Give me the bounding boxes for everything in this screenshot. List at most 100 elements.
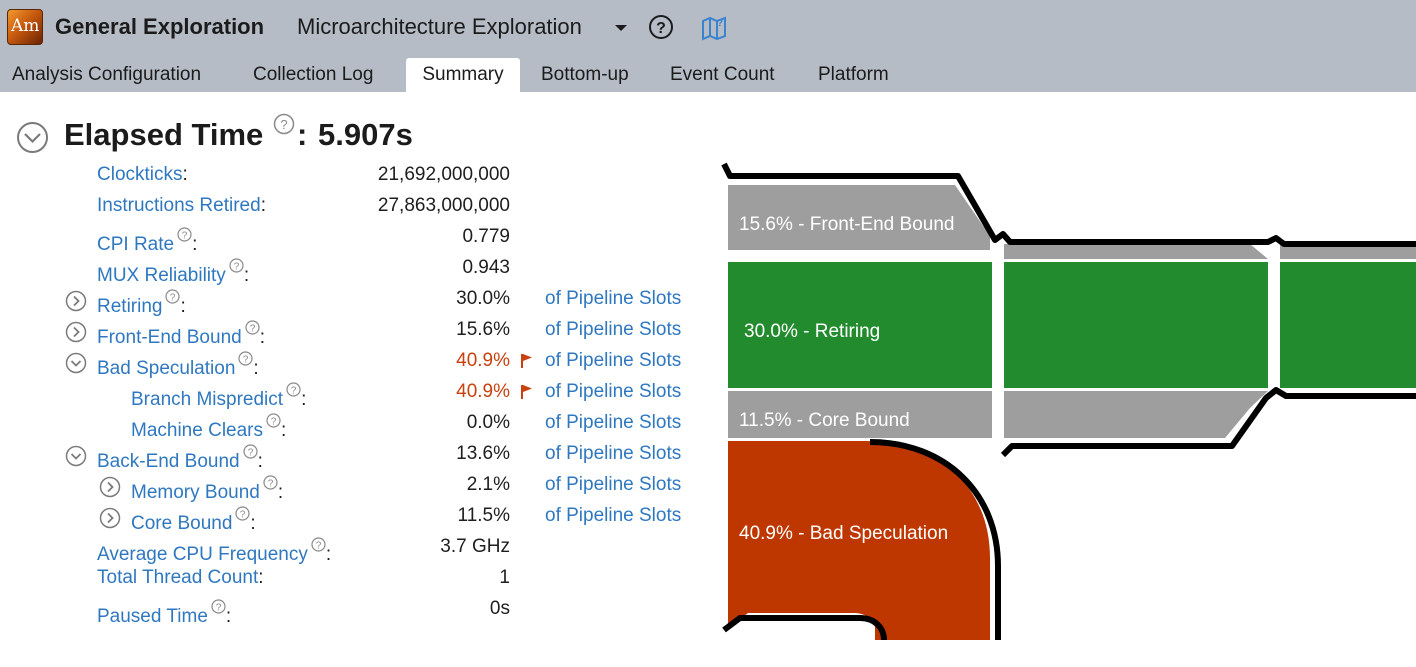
metric-row-back-end-bound: Back-End Bound?: 13.6% of Pipeline Slots bbox=[0, 439, 710, 473]
metric-label-retiring[interactable]: Retiring?: bbox=[97, 288, 186, 318]
bad-speculation-region[interactable] bbox=[728, 441, 990, 640]
svg-text:?: ? bbox=[247, 447, 253, 458]
retiring-region-3[interactable] bbox=[1280, 262, 1416, 388]
tab-summary[interactable]: Summary bbox=[406, 58, 520, 92]
metric-label-cpi-rate[interactable]: CPI Rate?: bbox=[97, 226, 197, 256]
svg-text:?: ? bbox=[170, 292, 176, 303]
metric-unit-link[interactable]: of Pipeline Slots bbox=[545, 505, 682, 526]
svg-text:?: ? bbox=[216, 602, 222, 613]
metric-value-back-end-bound: 13.6% bbox=[456, 443, 510, 464]
expand-front-end-bound-icon[interactable] bbox=[65, 321, 87, 343]
tab-analysis-configuration[interactable]: Analysis Configuration bbox=[12, 64, 202, 85]
tab-bottom-up[interactable]: Bottom-up bbox=[541, 64, 629, 85]
analysis-variant-label[interactable]: Microarchitecture Exploration bbox=[297, 14, 582, 39]
metric-value-branch-mispredict: 40.9% bbox=[456, 381, 510, 402]
metric-colon: : bbox=[243, 265, 250, 286]
tab-platform[interactable]: Platform bbox=[818, 64, 889, 85]
metric-label-text: Back-End Bound bbox=[97, 451, 240, 472]
metric-colon: : bbox=[182, 164, 188, 185]
metric-label-memory-bound[interactable]: Memory Bound?: bbox=[131, 474, 283, 504]
app-logo-text: Am bbox=[11, 16, 40, 36]
metric-colon: : bbox=[257, 451, 263, 472]
metric-colon: : bbox=[258, 567, 264, 588]
metric-label-front-end-bound[interactable]: Front-End Bound?: bbox=[97, 319, 265, 349]
tab-event-count[interactable]: Event Count bbox=[670, 64, 775, 85]
metric-value-average-cpu-frequency: 3.7 GHz bbox=[440, 536, 510, 557]
metric-row-clockticks: Clockticks: 21,692,000,000 bbox=[0, 160, 710, 191]
metric-value-retiring: 30.0% bbox=[456, 288, 510, 309]
metric-value-cpi-rate: 0.779 bbox=[462, 226, 510, 247]
expand-core-bound-icon[interactable] bbox=[99, 507, 121, 529]
svg-text:?: ? bbox=[291, 385, 297, 396]
metric-colon: : bbox=[277, 482, 284, 503]
help-icon[interactable]: ? bbox=[242, 443, 258, 459]
top-bar: Am General Exploration Microarchitecture… bbox=[0, 0, 1416, 92]
expand-retiring-icon[interactable] bbox=[65, 290, 87, 312]
help-icon[interactable]: ? bbox=[165, 288, 181, 304]
svg-text:?: ? bbox=[182, 230, 188, 241]
metric-value-front-end-bound: 15.6% bbox=[456, 319, 510, 340]
outline-bottom bbox=[1000, 387, 1416, 458]
metric-label-average-cpu-frequency[interactable]: Average CPU Frequency?: bbox=[97, 536, 331, 566]
metric-label-machine-clears[interactable]: Machine Clears?: bbox=[131, 412, 286, 442]
metric-label-text: Instructions Retired bbox=[97, 195, 261, 216]
core-bound-region-2[interactable] bbox=[1004, 391, 1268, 438]
retiring-region-1[interactable] bbox=[728, 262, 992, 388]
map-icon[interactable]: ? bbox=[700, 13, 728, 41]
svg-text:?: ? bbox=[240, 509, 246, 520]
help-icon[interactable]: ? bbox=[311, 536, 326, 552]
metric-label-text: CPI Rate bbox=[97, 234, 175, 255]
front-end-strip-2 bbox=[1004, 244, 1268, 259]
column-divider-2 bbox=[1268, 250, 1280, 390]
metric-unit-link[interactable]: of Pipeline Slots bbox=[545, 443, 682, 464]
metric-label-text: Retiring bbox=[97, 296, 163, 317]
metric-unit-link[interactable]: of Pipeline Slots bbox=[545, 474, 682, 495]
metric-unit-link[interactable]: of Pipeline Slots bbox=[545, 412, 682, 433]
metric-row-paused-time: Paused Time?: 0s bbox=[0, 594, 710, 628]
analysis-type-title: General Exploration bbox=[55, 14, 265, 39]
metric-unit-link[interactable]: of Pipeline Slots bbox=[545, 288, 682, 309]
collapse-bad-speculation-icon[interactable] bbox=[65, 352, 87, 374]
metric-value-instructions-retired: 27,863,000,000 bbox=[377, 195, 510, 216]
help-icon[interactable]: ? bbox=[286, 381, 301, 397]
metric-value-core-bound: 11.5% bbox=[457, 505, 510, 526]
retiring-label: 30.0% - Retiring bbox=[744, 321, 880, 342]
metric-unit-link[interactable]: of Pipeline Slots bbox=[545, 381, 682, 402]
metric-label-total-thread-count[interactable]: Total Thread Count: bbox=[97, 567, 264, 589]
metric-label-instructions-retired[interactable]: Instructions Retired: bbox=[97, 195, 266, 217]
metric-label-bad-speculation[interactable]: Bad Speculation?: bbox=[97, 350, 259, 380]
metric-label-clockticks[interactable]: Clockticks: bbox=[97, 164, 188, 186]
metric-colon: : bbox=[260, 195, 266, 216]
chevron-down-icon[interactable] bbox=[611, 18, 631, 38]
metric-colon: : bbox=[281, 420, 287, 441]
metric-label-text: Core Bound bbox=[131, 513, 233, 534]
help-icon[interactable]: ? bbox=[238, 350, 253, 366]
help-icon[interactable]: ? bbox=[245, 319, 260, 335]
metric-unit-link[interactable]: of Pipeline Slots bbox=[545, 319, 682, 340]
metric-label-back-end-bound[interactable]: Back-End Bound?: bbox=[97, 443, 263, 473]
help-icon[interactable]: ? bbox=[273, 113, 295, 135]
metric-row-core-bound: Core Bound?: 11.5% of Pipeline Slots bbox=[0, 501, 710, 535]
help-icon[interactable]: ? bbox=[648, 14, 674, 40]
help-icon[interactable]: ? bbox=[229, 257, 244, 273]
front-end-bound-region[interactable] bbox=[728, 185, 990, 250]
metric-value-bad-speculation: 40.9% bbox=[456, 350, 510, 371]
metric-label-core-bound[interactable]: Core Bound?: bbox=[131, 505, 256, 535]
help-icon[interactable]: ? bbox=[266, 412, 281, 428]
help-icon[interactable]: ? bbox=[263, 474, 278, 490]
metric-label-paused-time[interactable]: Paused Time?: bbox=[97, 598, 231, 628]
collapse-back-end-bound-icon[interactable] bbox=[65, 445, 87, 467]
retiring-region-2[interactable] bbox=[1004, 262, 1268, 388]
help-icon[interactable]: ? bbox=[177, 226, 192, 242]
core-bound-region[interactable] bbox=[728, 391, 992, 438]
collapse-section-icon[interactable] bbox=[16, 121, 49, 154]
metric-label-mux-reliability[interactable]: MUX Reliability?: bbox=[97, 257, 249, 287]
metric-label-branch-mispredict[interactable]: Branch Mispredict?: bbox=[131, 381, 306, 411]
metric-colon: : bbox=[301, 389, 307, 410]
metric-unit-link[interactable]: of Pipeline Slots bbox=[545, 350, 682, 371]
help-icon[interactable]: ? bbox=[235, 505, 251, 521]
help-icon[interactable]: ? bbox=[211, 598, 226, 614]
tab-collection-log[interactable]: Collection Log bbox=[253, 64, 374, 85]
expand-memory-bound-icon[interactable] bbox=[99, 476, 121, 498]
svg-text:?: ? bbox=[249, 323, 255, 334]
